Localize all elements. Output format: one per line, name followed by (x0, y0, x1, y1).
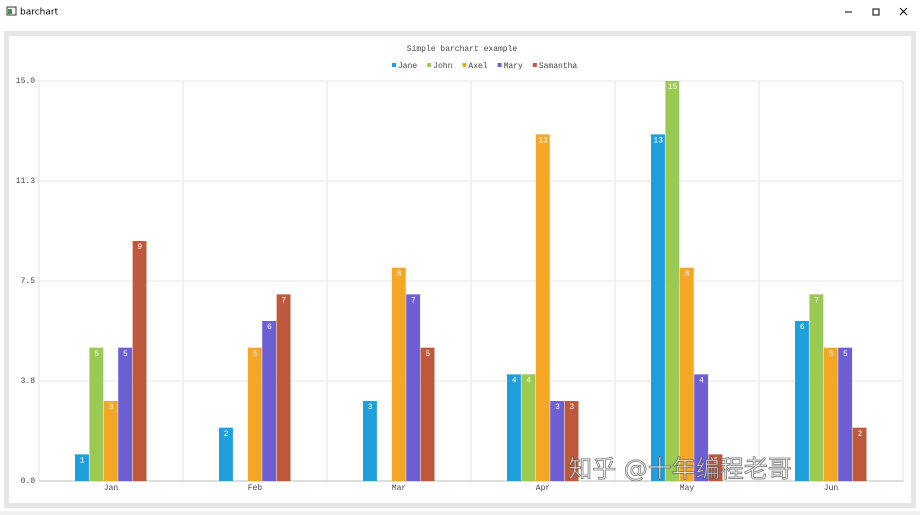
bar (391, 267, 406, 481)
title-bar (0, 0, 920, 35)
bar (550, 401, 565, 481)
legend-label: Jane (398, 62, 417, 71)
bar (247, 347, 262, 481)
watermark: 知乎 @十年编程老哥 (568, 455, 792, 483)
bar (535, 134, 550, 482)
legend-label: Samantha (539, 62, 578, 71)
bar (823, 347, 838, 481)
bar (708, 454, 723, 481)
data-label: 6 (800, 323, 805, 332)
bar (219, 427, 233, 481)
legend-swatch (532, 63, 537, 67)
y-tick-label: 7.5 (21, 277, 36, 286)
data-label: 5 (123, 350, 128, 359)
data-label: 4 (512, 376, 517, 385)
data-label: 7 (814, 296, 819, 305)
data-label: 6 (267, 323, 272, 332)
data-label: 8 (397, 270, 402, 279)
restore-button[interactable] (872, 8, 880, 16)
app-icon (6, 6, 17, 16)
data-label: 5 (425, 350, 430, 359)
data-label: 7 (411, 296, 416, 305)
bar (363, 401, 377, 481)
y-tick-label: 0.0 (21, 477, 36, 486)
legend: Jane John Axel Mary Samantha (392, 62, 577, 71)
data-label: 4 (699, 376, 704, 385)
x-tick-label: Feb (248, 484, 263, 493)
bar (809, 294, 824, 481)
legend-label: Mary (504, 62, 523, 71)
data-label: 4 (526, 376, 531, 385)
data-label: 8 (685, 270, 690, 279)
chart-title: Simple barchart example (407, 45, 518, 54)
bar (651, 134, 665, 482)
data-label: 7 (281, 296, 286, 305)
legend-swatch (392, 63, 396, 67)
data-label: 3 (555, 403, 560, 412)
x-tick-label: Mar (392, 484, 407, 493)
bar (679, 267, 694, 481)
legend-swatch (497, 63, 502, 67)
app-icon-fill (8, 9, 12, 14)
bar (564, 401, 579, 481)
data-label: 1 (713, 456, 718, 465)
x-tick-label: Jun (824, 484, 839, 493)
bar (118, 347, 133, 481)
x-tick-label: Apr (536, 484, 551, 493)
legend-swatch (427, 63, 432, 67)
legend-label: Axel (468, 62, 487, 71)
y-tick-label: 3.8 (21, 377, 36, 386)
y-tick-label: 15.0 (16, 77, 35, 86)
data-label: 5 (94, 350, 99, 359)
data-label: 3 (569, 403, 574, 412)
data-label: 5 (829, 350, 834, 359)
data-label: 9 (137, 243, 142, 252)
bar (406, 294, 421, 481)
bar (132, 241, 147, 481)
legend-swatch (462, 63, 467, 67)
data-label: 15 (668, 83, 678, 92)
legend-label: John (433, 62, 452, 71)
data-label: 13 (653, 136, 663, 145)
y-tick-label: 11.3 (16, 177, 35, 186)
bar (276, 294, 291, 481)
close-button[interactable] (899, 7, 908, 16)
bar (665, 81, 680, 481)
x-tick-label: Jan (104, 484, 119, 493)
data-label: 3 (109, 403, 114, 412)
bar (694, 374, 709, 481)
bar (89, 347, 104, 481)
bar (103, 401, 118, 481)
bar (852, 427, 867, 481)
bar (75, 454, 89, 481)
data-label: 3 (368, 403, 373, 412)
data-label: 1 (80, 456, 85, 465)
bar (521, 374, 536, 481)
window-title: barchart (20, 8, 59, 18)
data-label: 5 (253, 350, 258, 359)
bar (420, 347, 435, 481)
data-label: 2 (224, 430, 229, 439)
x-tick-label: May (680, 484, 695, 493)
bar (795, 321, 809, 481)
bar (507, 374, 521, 481)
chart-background (9, 36, 911, 503)
data-label: 2 (857, 430, 862, 439)
bar (838, 347, 853, 481)
bar (262, 321, 277, 481)
data-label: 13 (538, 136, 548, 145)
data-label: 5 (843, 350, 848, 359)
